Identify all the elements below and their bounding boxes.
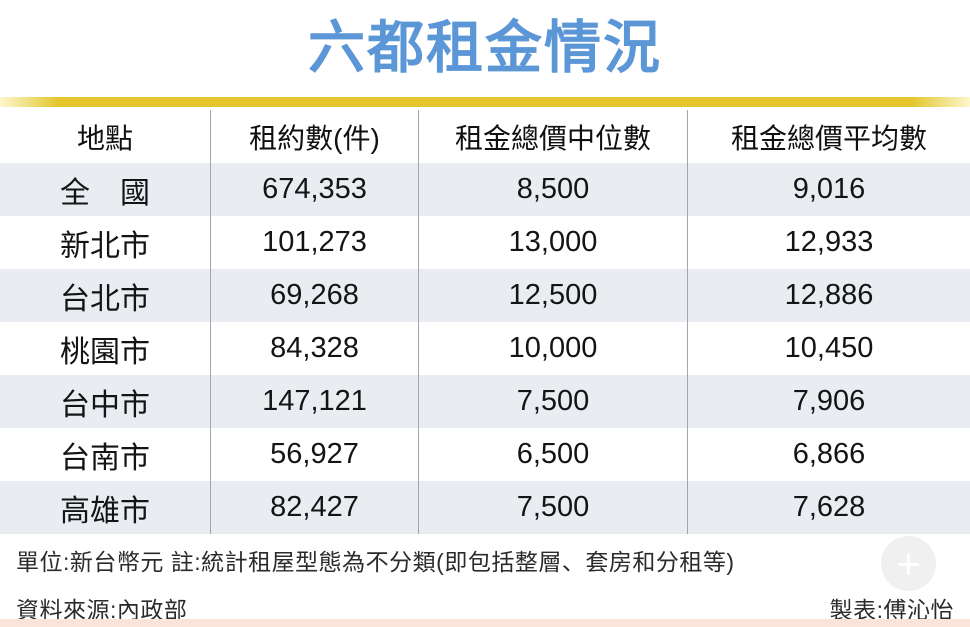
cell-average: 10,450 [784, 332, 874, 364]
cell-contracts: 69,268 [211, 269, 419, 322]
cell-location: 台中市 [0, 375, 211, 428]
cell-contracts: 101,273 [211, 216, 419, 269]
title-divider-bar [0, 97, 970, 107]
table-row: 台中市 147,121 7,500 7,906 [0, 375, 970, 428]
column-header-contracts: 租約數(件) [211, 110, 419, 163]
page-title: 六都租金情況 [308, 16, 662, 80]
cell-location: 台北市 [0, 269, 211, 322]
column-header-location: 地點 [0, 110, 211, 163]
title-bar: 六都租金情況 [0, 0, 970, 97]
cell-median: 8,500 [419, 163, 688, 216]
cell-median: 7,500 [419, 481, 688, 534]
column-header-median: 租金總價中位數 [419, 110, 688, 163]
table-row: 台南市 56,927 6,500 6,866 [0, 428, 970, 481]
table-header-row: 地點 租約數(件) 租金總價中位數 租金總價平均數 [0, 110, 970, 163]
credits-row: 資料來源:內政部 製表:傅沁怡 [0, 577, 970, 625]
cell-average: 6,866 [792, 438, 866, 470]
cell-contracts: 82,427 [211, 481, 419, 534]
cell-location: 新北市 [0, 216, 211, 269]
cell-location: 台南市 [0, 428, 211, 481]
cell-contracts: 56,927 [211, 428, 419, 481]
table-row: 台北市 69,268 12,500 12,886 [0, 269, 970, 322]
cell-median: 13,000 [419, 216, 688, 269]
cell-median: 7,500 [419, 375, 688, 428]
cell-average: 9,016 [792, 173, 866, 205]
zoom-plus-icon[interactable]: + [881, 536, 936, 591]
cell-location: 桃園市 [0, 322, 211, 375]
cell-contracts: 84,328 [211, 322, 419, 375]
table-credit-text: 製表:傅沁怡 [829, 597, 954, 623]
cell-median: 10,000 [419, 322, 688, 375]
cell-location: 全 國 [0, 163, 211, 216]
bottom-edge-strip [0, 619, 970, 627]
cell-average: 12,933 [784, 226, 874, 258]
table-row: 高雄市 82,427 7,500 7,628 [0, 481, 970, 534]
cell-median: 12,500 [419, 269, 688, 322]
cell-average: 7,628 [792, 491, 866, 523]
data-source-text: 資料來源:內政部 [16, 597, 188, 623]
unit-note-text: 單位:新台幣元 註:統計租屋型態為不分類(即包括整層、套房和分租等) [16, 549, 735, 575]
table-row: 桃園市 84,328 10,000 10,450 [0, 322, 970, 375]
cell-median: 6,500 [419, 428, 688, 481]
cell-location: 高雄市 [0, 481, 211, 534]
column-header-average: 租金總價平均數 [730, 122, 927, 154]
cell-average: 12,886 [784, 279, 874, 311]
cell-contracts: 674,353 [211, 163, 419, 216]
rent-table: 地點 租約數(件) 租金總價中位數 租金總價平均數 全 國 674,353 8,… [0, 110, 970, 534]
cell-average: 7,906 [792, 385, 866, 417]
table-row: 新北市 101,273 13,000 12,933 [0, 216, 970, 269]
table-row: 全 國 674,353 8,500 9,016 [0, 163, 970, 216]
cell-contracts: 147,121 [211, 375, 419, 428]
